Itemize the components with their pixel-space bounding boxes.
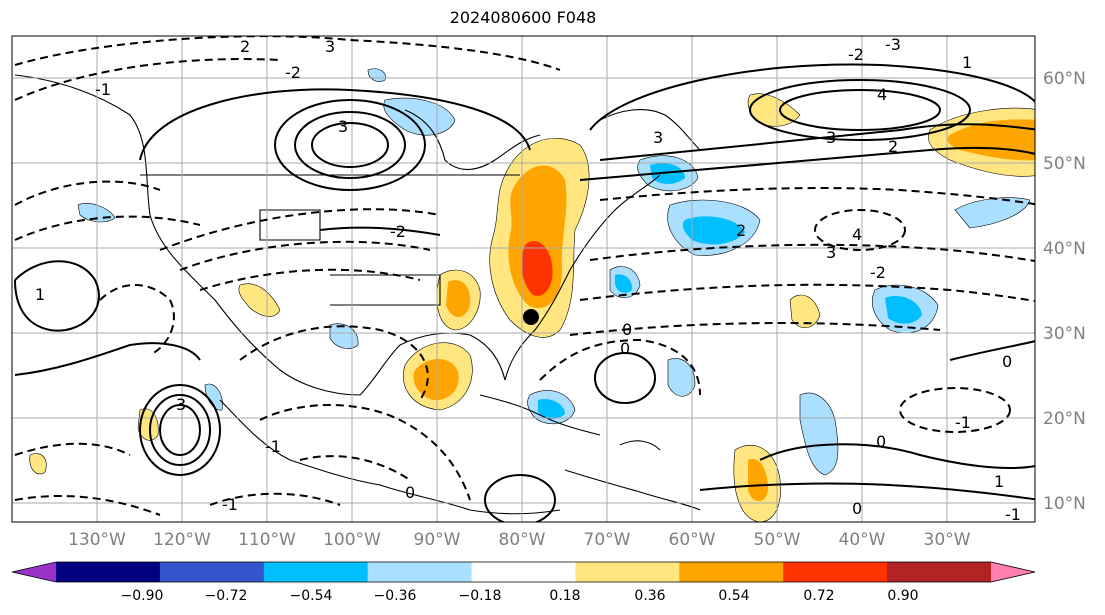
contour-label: 3 bbox=[325, 37, 335, 56]
map-title: 2024080600 F048 bbox=[449, 8, 597, 27]
contour-label: 0 bbox=[852, 499, 862, 518]
contour-label: -2 bbox=[870, 263, 886, 282]
colorbar-outline bbox=[11, 561, 1036, 583]
contour-label: 2 bbox=[240, 37, 250, 56]
contour-label: 2 bbox=[736, 221, 746, 240]
colorbar-tick-label: 0.36 bbox=[634, 588, 665, 604]
lon-tick: 50°W bbox=[754, 530, 801, 550]
contour-label: 0 bbox=[1002, 352, 1012, 371]
contour-label: 0 bbox=[622, 320, 632, 339]
colorbar-tick-label: 0.72 bbox=[803, 588, 834, 604]
colorbar-extend-min bbox=[12, 562, 56, 582]
contour-label: 3 bbox=[826, 243, 836, 262]
colorbar-tick-label: 0.54 bbox=[718, 588, 749, 604]
contour-label: -3 bbox=[885, 35, 901, 54]
lon-tick: 40°W bbox=[839, 530, 886, 550]
lon-tick: 90°W bbox=[414, 530, 461, 550]
lon-tick: 30°W bbox=[924, 530, 971, 550]
colorbar-segment bbox=[575, 562, 680, 582]
contour-label: -2 bbox=[848, 45, 864, 64]
colorbar-tick-label: −0.36 bbox=[374, 588, 417, 604]
lon-tick: 80°W bbox=[499, 530, 546, 550]
contour-label: 3 bbox=[826, 128, 836, 147]
colorbar-tick-label: 0.90 bbox=[887, 588, 918, 604]
colorbar-tick-label: −0.90 bbox=[121, 588, 164, 604]
longitude-labels: 130°W 120°W 110°W 100°W 90°W 80°W 70°W 6… bbox=[68, 530, 971, 550]
colorbar-segment bbox=[159, 562, 265, 582]
colorbar-tick-label: −0.72 bbox=[205, 588, 248, 604]
contour-label: -1 bbox=[265, 437, 281, 456]
contour-label: 0 bbox=[620, 339, 630, 358]
contour-label: 2 bbox=[888, 137, 898, 156]
contour-label: 3 bbox=[176, 395, 186, 414]
colorbar-segment bbox=[679, 562, 784, 582]
colorbar-tick-label: −0.18 bbox=[459, 588, 502, 604]
contour-label: 3 bbox=[338, 117, 348, 136]
contour-label: 3 bbox=[653, 128, 663, 147]
contour-label: -1 bbox=[95, 80, 111, 99]
colorbar-segment bbox=[471, 562, 576, 582]
colorbar: −0.90 −0.72 −0.54 −0.36 −0.18 0.18 0.36 … bbox=[11, 561, 1036, 604]
contour-label: 0 bbox=[876, 432, 886, 451]
colorbar-ticks: −0.90 −0.72 −0.54 −0.36 −0.18 0.18 0.36 … bbox=[121, 588, 919, 604]
lon-tick: 70°W bbox=[584, 530, 631, 550]
positive-contours bbox=[14, 63, 1035, 522]
lat-tick: 40°N bbox=[1043, 239, 1086, 259]
colorbar-segment bbox=[56, 562, 161, 582]
colorbar-tick-label: −0.54 bbox=[290, 588, 333, 604]
colorbar-extend-max bbox=[991, 562, 1035, 582]
negative-contours bbox=[14, 36, 1035, 516]
contour-label: -2 bbox=[390, 222, 406, 241]
colorbar-segment bbox=[367, 562, 473, 582]
graticule bbox=[12, 36, 1035, 522]
lat-tick: 50°N bbox=[1043, 154, 1086, 174]
contour-label: 4 bbox=[852, 225, 862, 244]
lon-tick: 110°W bbox=[238, 530, 296, 550]
lat-tick: 20°N bbox=[1043, 409, 1086, 429]
lon-tick: 120°W bbox=[153, 530, 211, 550]
lon-tick: 100°W bbox=[323, 530, 381, 550]
lat-tick: 30°N bbox=[1043, 324, 1086, 344]
latitude-labels: 60°N 50°N 40°N 30°N 20°N 10°N bbox=[1043, 69, 1086, 514]
colorbar-segment bbox=[887, 562, 992, 582]
lon-tick: 60°W bbox=[669, 530, 716, 550]
lat-tick: 10°N bbox=[1043, 494, 1086, 514]
contour-label: -1 bbox=[955, 413, 971, 432]
colorbar-segment bbox=[783, 562, 888, 582]
colorbar-tick-label: 0.18 bbox=[549, 588, 580, 604]
contour-label: 1 bbox=[962, 53, 972, 72]
contour-label: 1 bbox=[994, 472, 1004, 491]
colorbar-segments bbox=[56, 562, 992, 582]
lon-tick: 130°W bbox=[68, 530, 126, 550]
map-layers: 2 3 3 -2 -1 4 3 2 -3 1 -2 3 -2 2 4 3 -2 … bbox=[12, 35, 1035, 524]
contour-labels: 2 3 3 -2 -1 4 3 2 -3 1 -2 3 -2 2 4 3 -2 … bbox=[35, 35, 1021, 524]
lat-tick: 60°N bbox=[1043, 69, 1086, 89]
colorbar-segment bbox=[263, 562, 369, 582]
contour-label: -1 bbox=[1005, 505, 1021, 524]
contour-label: 1 bbox=[35, 285, 45, 304]
contour-label: 4 bbox=[877, 85, 887, 104]
contour-label: -1 bbox=[222, 495, 238, 514]
storm-center-marker bbox=[523, 309, 539, 325]
contour-label: 0 bbox=[405, 483, 415, 502]
contour-label: -2 bbox=[285, 63, 301, 82]
map-frame bbox=[11, 35, 1036, 523]
